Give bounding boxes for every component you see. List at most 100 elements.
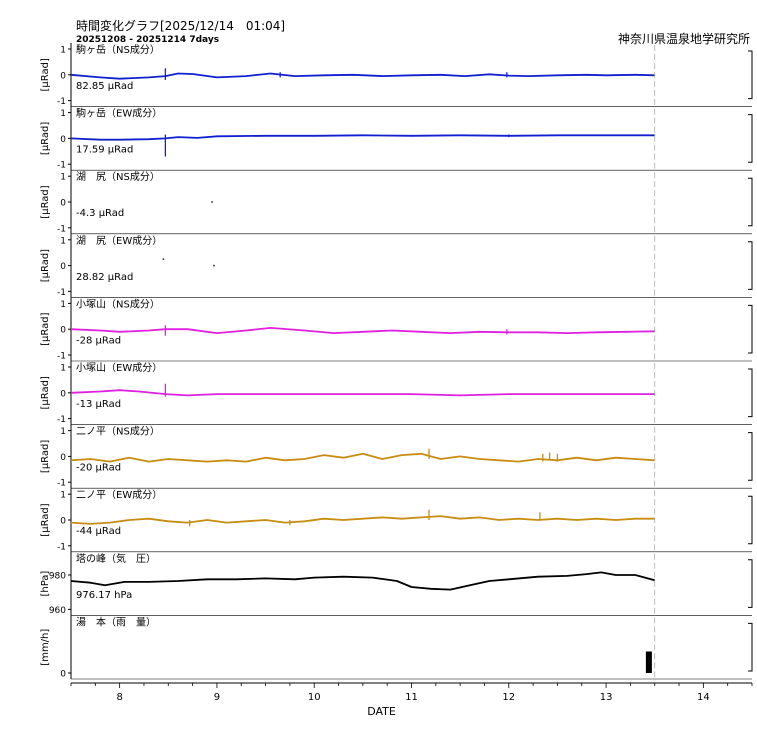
x-tick-label: 9 bbox=[214, 692, 220, 703]
panel-right-bracket bbox=[748, 114, 753, 163]
data-point bbox=[162, 258, 165, 261]
panel-right-bracket bbox=[748, 241, 753, 290]
panel-right-bracket bbox=[748, 304, 753, 354]
value-label: 17.59 μRad bbox=[76, 145, 133, 156]
series-line bbox=[70, 389, 655, 397]
y-tick-label: 0 bbox=[60, 71, 66, 81]
y-tick-label: 1 bbox=[60, 236, 66, 246]
station-label: 二ノ平（NS成分） bbox=[76, 426, 160, 438]
panel-8: 980 960 [hPa] 塔の峰（気 圧） 976.17 hPa bbox=[40, 551, 753, 616]
series-line bbox=[70, 515, 655, 525]
value-label: -28 μRad bbox=[76, 335, 121, 346]
panel-right-bracket bbox=[748, 495, 753, 545]
series-line bbox=[70, 327, 655, 334]
data-point bbox=[211, 201, 213, 203]
y-tick-label: 0 bbox=[60, 326, 66, 336]
x-tick-label: 10 bbox=[308, 692, 321, 703]
x-tick-label: 12 bbox=[502, 692, 515, 703]
y-tick-label: 1 bbox=[60, 109, 66, 119]
series-line bbox=[70, 452, 655, 463]
value-label: 976.17 hPa bbox=[76, 590, 132, 601]
panel-7: 1 0 -1 [μRad] 二ノ平（EW成分） -44 μRad bbox=[40, 488, 753, 552]
series-line bbox=[70, 134, 655, 141]
panel-right-bracket bbox=[748, 432, 753, 481]
y-tick-label: 0 bbox=[60, 389, 66, 399]
y-axis-label: [μRad] bbox=[40, 376, 51, 409]
series-line bbox=[70, 571, 655, 591]
y-axis-label: [μRad] bbox=[40, 440, 51, 473]
y-tick-label: 0 bbox=[60, 135, 66, 145]
panel-right-bracket bbox=[748, 50, 753, 100]
data-point bbox=[213, 264, 215, 267]
panel-right-bracket bbox=[748, 559, 753, 608]
y-tick-label: 1 bbox=[60, 46, 66, 56]
y-axis-label: [μRad] bbox=[40, 185, 51, 218]
y-tick-label: 0 bbox=[60, 670, 66, 680]
y-axis-label: [μRad] bbox=[40, 312, 51, 345]
y-tick-label: 0 bbox=[60, 517, 66, 527]
x-tick-label: 11 bbox=[405, 692, 418, 703]
panel-2: 1 0 -1 [μRad] 湖 尻（NS成分） -4.3 μRad bbox=[40, 170, 753, 234]
y-tick-label: -1 bbox=[57, 224, 66, 234]
y-tick-label: 0 bbox=[60, 262, 66, 272]
chart-period: 20251208 - 20251214 7days bbox=[76, 35, 219, 45]
rain-bar bbox=[645, 651, 652, 673]
y-tick-label: 960 bbox=[49, 606, 66, 616]
y-tick-label: 0 bbox=[60, 453, 66, 463]
y-axis-label: [μRad] bbox=[40, 58, 51, 91]
y-tick-label: 1 bbox=[60, 364, 66, 374]
station-label: 小塚山（NS成分） bbox=[76, 298, 160, 310]
y-tick-label: -1 bbox=[57, 97, 66, 107]
station-label: 湖 尻（EW成分） bbox=[76, 235, 162, 247]
y-tick-label: 1 bbox=[60, 300, 66, 310]
station-label: 二ノ平（EW成分） bbox=[76, 489, 162, 501]
station-label: 駒ヶ岳（NS成分） bbox=[76, 44, 160, 56]
station-label: 塔の峰（気 圧） bbox=[76, 552, 156, 565]
y-tick-label: 1 bbox=[60, 427, 66, 437]
y-axis-label: [μRad] bbox=[40, 503, 51, 536]
panel-9: 0 [mm/h] 湯 本（雨 量） bbox=[40, 615, 753, 680]
panel-0: 1 0 -1 [μRad] 駒ヶ岳（NS成分） 82.85 μRad bbox=[40, 43, 753, 107]
chart-title: 時間変化グラフ[2025/12/14 01:04] bbox=[76, 18, 285, 33]
y-tick-label: 980 bbox=[49, 572, 66, 582]
panel-3: 1 0 -1 [μRad] 湖 尻（EW成分） 28.82 μRad bbox=[40, 233, 753, 298]
x-tick-label: 13 bbox=[600, 692, 613, 703]
value-label: -4.3 μRad bbox=[76, 208, 124, 219]
panel-5: 1 0 -1 [μRad] 小塚山（EW成分） -13 μRad bbox=[40, 361, 753, 425]
y-tick-label: -1 bbox=[57, 415, 66, 425]
y-tick-label: -1 bbox=[57, 161, 66, 171]
series-line bbox=[70, 72, 655, 80]
panel-4: 1 0 -1 [μRad] 小塚山（NS成分） -28 μRad bbox=[40, 297, 753, 362]
panels: 1 0 -1 [μRad] 駒ヶ岳（NS成分） 82.85 μRad 1 0 -1 [μRad] 駒… bbox=[40, 43, 753, 680]
y-axis-label: [μRad] bbox=[40, 249, 51, 282]
y-tick-label: 0 bbox=[60, 199, 66, 209]
y-tick-label: 1 bbox=[60, 173, 66, 183]
value-label: 28.82 μRad bbox=[76, 272, 133, 283]
x-tick-label: 8 bbox=[116, 692, 122, 703]
value-label: -44 μRad bbox=[76, 526, 121, 537]
station-label: 湯 本（雨 量） bbox=[76, 615, 156, 628]
y-tick-label: -1 bbox=[57, 542, 66, 552]
y-tick-label: -1 bbox=[57, 352, 66, 362]
panel-right-bracket bbox=[748, 177, 753, 227]
y-tick-label: -1 bbox=[57, 479, 66, 489]
station-label: 駒ヶ岳（EW成分） bbox=[76, 108, 162, 120]
panel-right-bracket bbox=[748, 368, 753, 418]
station-label: 湖 尻（NS成分） bbox=[76, 171, 160, 183]
x-axis-label: DATE bbox=[367, 705, 396, 718]
value-label: -20 μRad bbox=[76, 463, 121, 474]
x-axis: 8 9 10 11 12 13 14 DATE bbox=[70, 682, 753, 718]
organization-name: 神奈川県温泉地学研究所 bbox=[618, 31, 750, 46]
y-axis-label: [mm/h] bbox=[40, 629, 51, 666]
y-tick-label: 1 bbox=[60, 491, 66, 501]
y-tick-label: -1 bbox=[57, 288, 66, 298]
panel-6: 1 0 -1 [μRad] 二ノ平（NS成分） -20 μRad bbox=[40, 424, 753, 489]
y-axis-label: [μRad] bbox=[40, 122, 51, 155]
panel-1: 1 0 -1 [μRad] 駒ヶ岳（EW成分） 17.59 μRad bbox=[40, 106, 753, 171]
y-axis-label: [hPa] bbox=[40, 571, 51, 597]
value-label: -13 μRad bbox=[76, 399, 121, 410]
panel-right-bracket bbox=[748, 622, 753, 672]
x-tick-label: 14 bbox=[697, 692, 710, 703]
value-label: 82.85 μRad bbox=[76, 81, 133, 92]
